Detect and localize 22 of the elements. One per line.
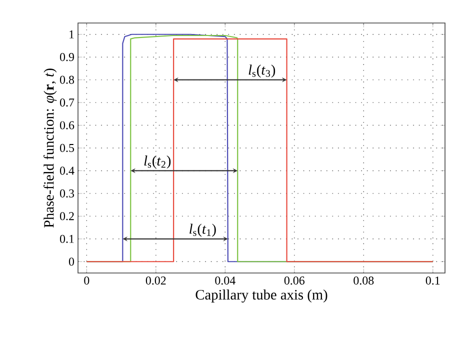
y-tick-label: 0.2 [60,212,74,220]
y-tick-label: 0.8 [60,76,74,84]
y-tick-label: 0.1 [60,234,74,243]
x-axis-title: Capillary tube axis (m) [196,289,328,303]
x-tick-label: 0.04 [215,276,236,285]
x-tick-label: 0.02 [146,276,166,285]
y-tick-label: 1 [70,30,74,38]
y-tick-label: 0.6 [60,121,74,130]
y-axis-title: Phase-field function: φ(r, t) [44,68,57,228]
y-tick-label: 0 [68,258,74,266]
annotation: l$_{s}$(t$_{1}$) [190,224,216,237]
x-tick-label: 0.1 [426,276,440,285]
x-tick-label: 0.08 [354,276,374,285]
x-tick-label: 0 [84,276,90,285]
y-tick-label: 0.3 [60,189,74,198]
x-tick-label: 0.06 [284,276,304,285]
y-tick-label: 0.7 [60,98,74,107]
y-tick-label: 0.5 [60,144,74,152]
annotation: l$_{s}$(t$_{2}$) [144,156,171,169]
y-tick-label: 0.4 [60,166,74,175]
annotation: l$_{s}$(t$_{3}$) [248,64,276,78]
y-tick-label: 0.9 [60,53,74,62]
